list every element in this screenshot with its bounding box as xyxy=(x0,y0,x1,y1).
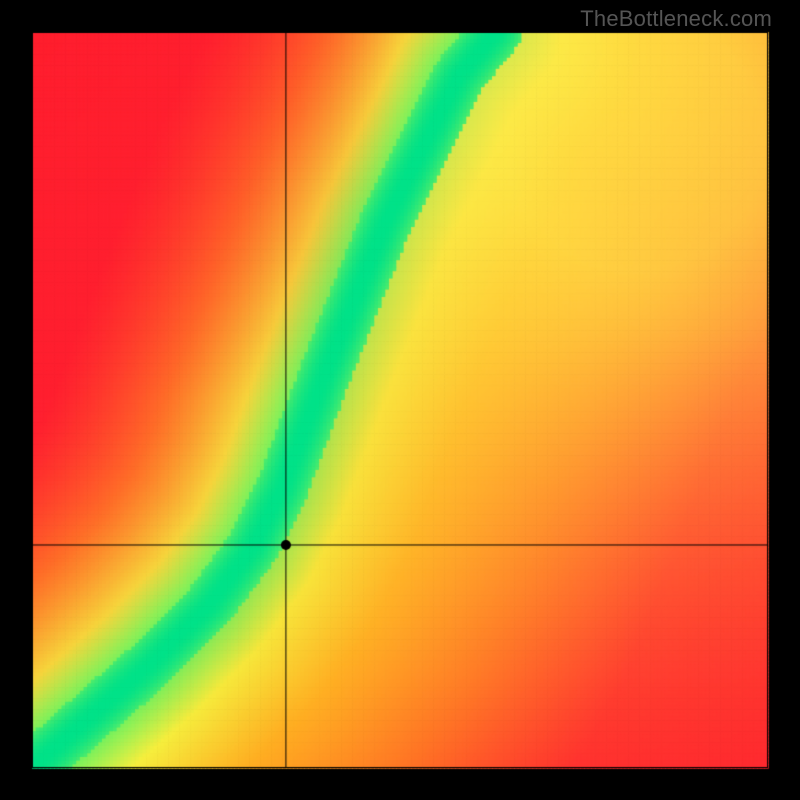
heatmap-canvas xyxy=(0,0,800,800)
watermark: TheBottleneck.com xyxy=(580,6,772,32)
heatmap-plot xyxy=(0,0,800,800)
